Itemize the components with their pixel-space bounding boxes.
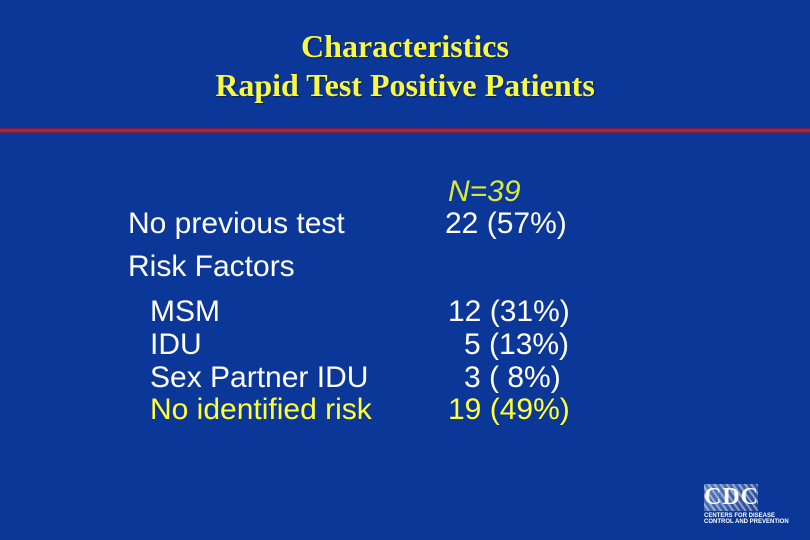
row-value-no-identified-risk: 19 (49%) [448, 393, 570, 426]
cdc-logo-caption-line-1: CENTERS FOR DISEASE [704, 513, 776, 519]
title-line-2: Rapid Test Positive Patients [215, 67, 595, 103]
cdc-logo-caption: CENTERS FOR DISEASE CONTROL AND PREVENTI… [704, 513, 789, 525]
cdc-logo-box: CDC [704, 484, 758, 511]
slide-title: Characteristics Rapid Test Positive Pati… [0, 27, 810, 105]
row-label-idu: IDU [150, 328, 202, 361]
cdc-logo-acronym: CDC [704, 484, 759, 510]
row-value-no-previous-test: 22 (57%) [445, 207, 567, 240]
cdc-logo-caption-line-2: CONTROL AND PREVENTION [704, 519, 789, 525]
row-label-no-identified-risk: No identified risk [150, 393, 372, 426]
row-label-no-previous-test: No previous test [128, 207, 345, 240]
row-value-idu: 5 (13%) [464, 328, 570, 361]
row-label-risk-factors: Risk Factors [128, 250, 295, 283]
row-value-msm: 12 (31%) [448, 295, 570, 328]
row-value-sex-partner-idu: 3 ( 8%) [464, 361, 561, 394]
row-label-sex-partner-idu: Sex Partner IDU [150, 361, 369, 394]
n-total-header: N=39 [448, 175, 521, 208]
row-label-msm: MSM [150, 295, 220, 328]
title-line-1: Characteristics [301, 28, 509, 64]
cdc-logo: CDC CENTERS FOR DISEASE CONTROL AND PREV… [704, 484, 789, 525]
title-divider [0, 128, 810, 133]
